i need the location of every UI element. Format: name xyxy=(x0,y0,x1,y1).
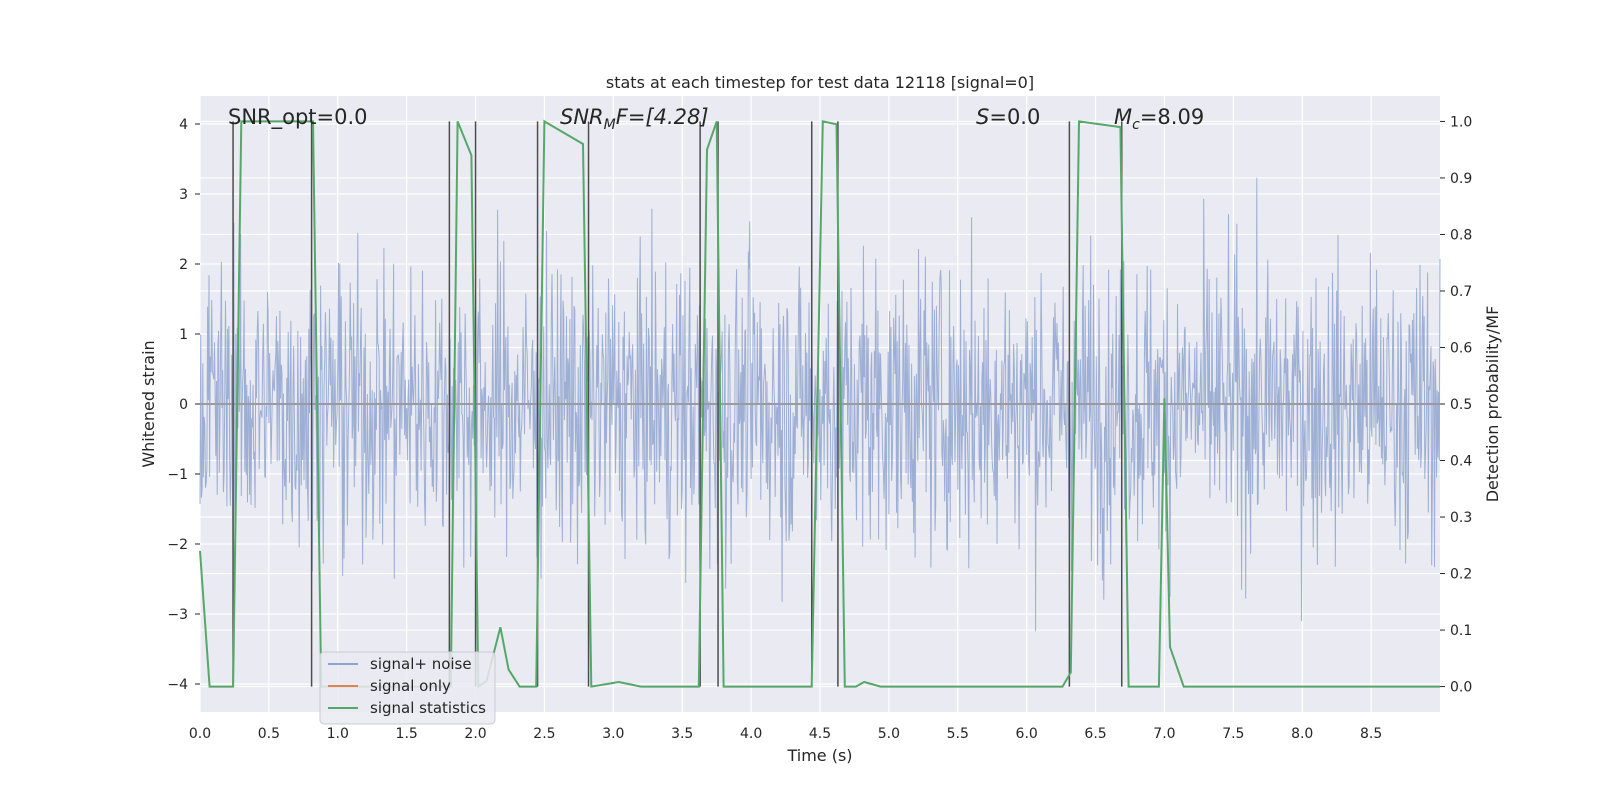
snr-mf-tail: F=[4.28] xyxy=(616,105,709,129)
y-tick-label-right: 0.8 xyxy=(1450,227,1472,243)
y-axis-label-right: Detection probability/MF xyxy=(1483,306,1502,503)
s-tail: =0.0 xyxy=(989,105,1040,129)
annotation-mc: Mc=8.09 xyxy=(1114,105,1204,133)
y-tick-label-left: −1 xyxy=(167,467,188,483)
annotation-snr-mf: SNRMF=[4.28] xyxy=(560,105,709,133)
y-tick-label-left: 1 xyxy=(179,327,188,343)
y-tick-label-left: −3 xyxy=(167,607,188,623)
legend-label-stats: signal statistics xyxy=(370,699,486,717)
x-tick-label: 1.5 xyxy=(396,726,418,742)
x-tick-label: 6.5 xyxy=(1084,726,1106,742)
x-tick-label: 8.5 xyxy=(1360,726,1382,742)
x-tick-label: 4.0 xyxy=(740,726,762,742)
y-axis-label-left: Whitened strain xyxy=(139,340,158,467)
y-tick-label-left: 3 xyxy=(179,187,188,203)
s-main: S xyxy=(976,105,989,129)
y-tick-label-right: 0.7 xyxy=(1450,284,1472,300)
y-tick-label-right: 0.9 xyxy=(1450,171,1472,187)
snr-mf-main: SNR xyxy=(560,105,604,129)
legend-label-noise: signal+ noise xyxy=(370,655,472,673)
y-tick-label-right: 0.2 xyxy=(1450,567,1472,583)
x-tick-label: 5.0 xyxy=(878,726,900,742)
y-tick-label-left: 0 xyxy=(179,397,188,413)
noise-trace xyxy=(199,177,1441,632)
y-tick-label-right: 0.0 xyxy=(1450,680,1472,696)
x-tick-label: 4.5 xyxy=(809,726,831,742)
annotation-snr-opt: SNR_opt=0.0 xyxy=(228,105,368,130)
mc-main: M xyxy=(1114,105,1132,129)
x-tick-label: 0.5 xyxy=(258,726,280,742)
y-tick-label-left: −4 xyxy=(167,677,188,693)
annotation-s: S=0.0 xyxy=(976,105,1040,129)
x-tick-label: 8.0 xyxy=(1291,726,1313,742)
y-tick-label-right: 0.4 xyxy=(1450,454,1472,470)
y-tick-label-left: 2 xyxy=(179,257,188,273)
y-tick-label-left: 4 xyxy=(179,117,188,133)
y-tick-label-right: 0.5 xyxy=(1450,397,1472,413)
x-tick-label: 2.5 xyxy=(533,726,555,742)
legend: signal+ noise signal only signal statist… xyxy=(319,651,496,725)
y-tick-label-right: 0.3 xyxy=(1450,510,1472,526)
x-tick-label: 0.0 xyxy=(189,726,211,742)
mc-tail: =8.09 xyxy=(1140,105,1204,129)
y-tick-label-right: 0.1 xyxy=(1450,623,1472,639)
y-tick-label-right: 0.6 xyxy=(1450,340,1472,356)
mc-sub: c xyxy=(1132,117,1140,133)
x-tick-label: 5.5 xyxy=(947,726,969,742)
y-tick-label-left: −2 xyxy=(167,537,188,553)
x-tick-label: 7.0 xyxy=(1153,726,1175,742)
x-tick-label: 2.0 xyxy=(464,726,486,742)
x-tick-label: 3.5 xyxy=(671,726,693,742)
x-tick-label: 7.5 xyxy=(1222,726,1244,742)
x-axis-label: Time (s) xyxy=(786,746,852,765)
noise-series xyxy=(199,177,1441,632)
x-tick-label: 6.0 xyxy=(1016,726,1038,742)
x-tick-label: 1.0 xyxy=(327,726,349,742)
y-tick-label-right: 1.0 xyxy=(1450,114,1472,130)
x-tick-label: 3.0 xyxy=(602,726,624,742)
snr-mf-sub: M xyxy=(604,117,616,133)
legend-label-signal: signal only xyxy=(370,677,451,695)
legend-box xyxy=(319,651,496,725)
tick-labels: 0.0 0.5 1.0 1.5 2.0 2.5 3.0 3.5 4.0 4.5 5.0 5.5 6.0 6… xyxy=(167,114,1472,742)
chart-title: stats at each timestep for test data 121… xyxy=(606,73,1034,92)
